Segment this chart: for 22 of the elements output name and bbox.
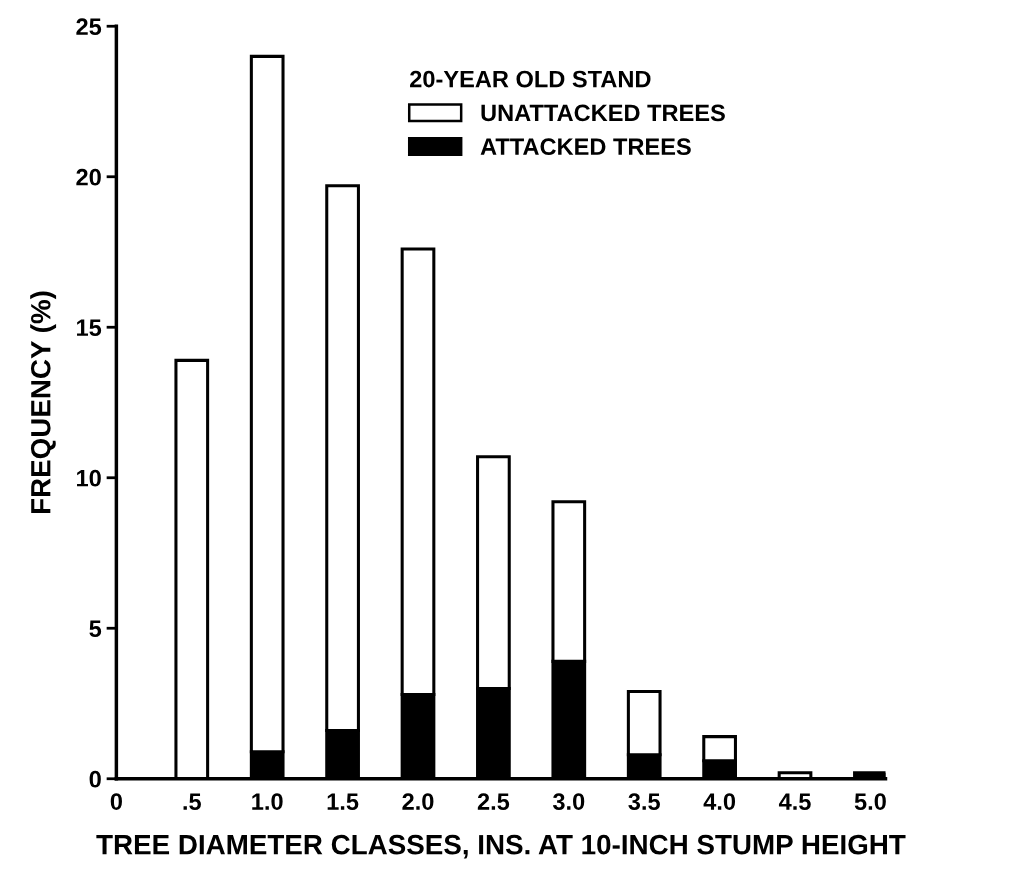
legend-label: ATTACKED TREES [480, 138, 691, 156]
x-tick-label: 4.0 [703, 793, 736, 810]
x-tick-label: 3.5 [628, 793, 660, 811]
y-tick-label: 10 [77, 469, 101, 487]
x-tick-label: 5.0 [854, 793, 886, 810]
y-axis-title: FREQUENCY (%) [30, 291, 57, 514]
x-tick-label: .5 [183, 793, 201, 810]
x-axis-title: TREE DIAMETER CLASSES, INS. AT 10-INCH STUMP HEIGHT [96, 834, 906, 859]
x-tick-label: 2.0 [402, 793, 434, 810]
x-tick-label: 0 [110, 793, 122, 810]
x-tick-label: 3.0 [552, 793, 585, 811]
y-tick-label: 5 [89, 620, 102, 638]
x-tick-label: 1.0 [252, 793, 283, 810]
legend-title: 20-YEAR OLD STAND [410, 70, 651, 88]
x-tick-label: 1.5 [327, 793, 359, 810]
x-tick-label: 4.5 [778, 793, 811, 810]
y-tick-label: 25 [76, 18, 102, 36]
y-tick-label: 15 [77, 319, 102, 337]
y-tick-label: 0 [89, 770, 101, 788]
y-tick-label: 20 [76, 168, 101, 186]
x-tick-label: 2.5 [477, 793, 510, 810]
legend-label: UNATTACKED TREES [481, 104, 725, 122]
